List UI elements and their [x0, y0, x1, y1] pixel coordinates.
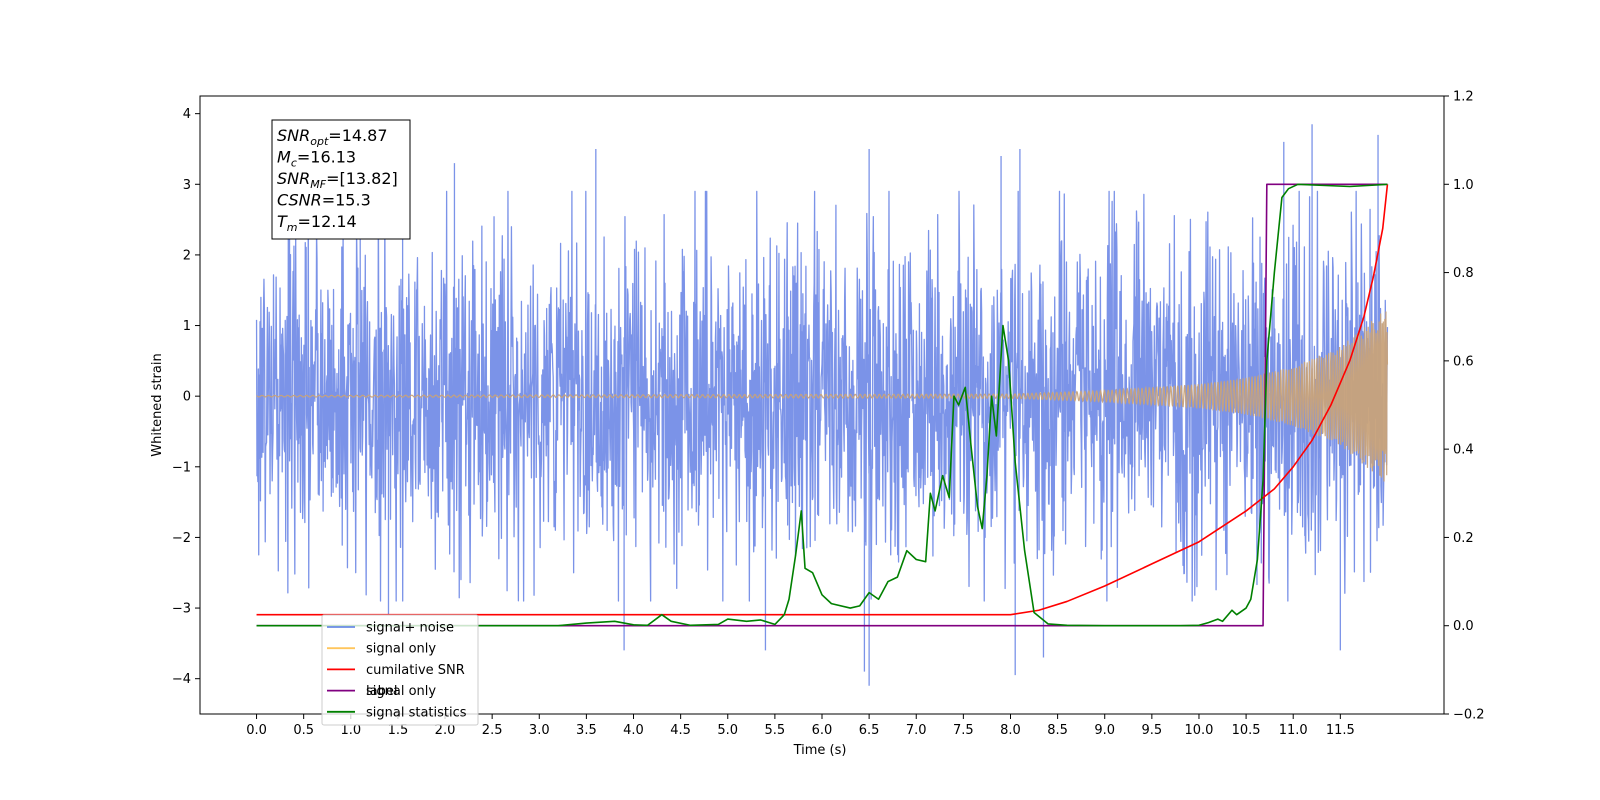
x-tick-label: 1.0 — [340, 723, 361, 738]
y-tick-label: 4 — [183, 107, 191, 122]
info-line: SNRMF=[13.82] — [277, 169, 398, 191]
x-tick-label: 6.0 — [812, 723, 833, 738]
right-axis-series — [256, 183, 1389, 627]
legend-label: cumilative SNR — [366, 663, 465, 678]
info-subscript: c — [291, 157, 297, 170]
info-symbol: T — [277, 212, 288, 231]
info-symbol: SNR — [277, 126, 310, 145]
y2-tick-label: 1.2 — [1453, 90, 1474, 105]
legend-label: label — [366, 684, 397, 699]
y-tick-label: 1 — [183, 319, 191, 334]
x-tick-label: 8.5 — [1047, 723, 1068, 738]
y2-tick-label: 0.0 — [1453, 619, 1474, 634]
x-axis-label: Time (s) — [793, 743, 847, 758]
x-tick-label: 5.5 — [765, 723, 786, 738]
info-line: CSNR=15.3 — [277, 191, 371, 210]
x-tick-label: 8.0 — [1000, 723, 1021, 738]
info-value: =15.3 — [322, 191, 371, 210]
signal-statistics-line — [256, 183, 1388, 627]
info-subscript: opt — [310, 135, 329, 148]
x-tick-label: 2.0 — [435, 723, 456, 738]
legend-label: signal+ noise — [366, 621, 454, 636]
x-tick-label: 3.5 — [576, 723, 597, 738]
x-tick-label: 11.5 — [1326, 723, 1355, 738]
y-axis-label: Whitened strain — [150, 353, 165, 456]
y2-tick-label: −0.2 — [1453, 708, 1485, 723]
legend-obscured-label: signal only — [366, 684, 436, 699]
x-tick-label: 4.0 — [623, 723, 644, 738]
x-tick-label: 11.0 — [1279, 723, 1308, 738]
info-symbol: SNR — [277, 169, 310, 188]
y-tick-label: −1 — [172, 460, 191, 475]
x-tick-label: 4.5 — [670, 723, 691, 738]
x-tick-label: 1.5 — [388, 723, 409, 738]
x-tick-label: 10.0 — [1184, 723, 1213, 738]
info-subscript: m — [287, 221, 298, 234]
x-axis-ticks: 0.0 0.5 1.0 1.5 2.0 2.5 3.0 3.5 4.0 4.5 5.0 5.5 6.0 6… — [246, 714, 1355, 738]
y2-tick-label: 0.2 — [1453, 531, 1474, 546]
info-box: SNRopt=14.87Mc=16.13SNRMF=[13.82]CSNR=15… — [271, 119, 411, 240]
info-line: Tm=12.14 — [277, 212, 357, 234]
x-tick-label: 9.5 — [1142, 723, 1163, 738]
info-value: =16.13 — [297, 148, 356, 167]
y-tick-label: −2 — [172, 531, 191, 546]
info-box-frame — [271, 119, 411, 240]
legend: signal only signal+ noise signal only cumil… — [321, 614, 479, 726]
x-tick-label: 3.0 — [529, 723, 550, 738]
plot-area — [255, 124, 1389, 686]
y-tick-label: −4 — [172, 672, 191, 687]
info-symbol: M — [277, 148, 291, 167]
x-tick-label: 5.0 — [717, 723, 738, 738]
x-tick-label: 10.5 — [1232, 723, 1261, 738]
x-tick-label: 0.0 — [246, 723, 267, 738]
y-tick-label: 0 — [183, 390, 191, 405]
x-tick-label: 6.5 — [859, 723, 880, 738]
info-symbol: CSNR — [277, 191, 322, 210]
x-tick-label: 0.5 — [293, 723, 314, 738]
info-line: Mc=16.13 — [277, 148, 356, 170]
info-value: =[13.82] — [326, 169, 398, 188]
y2-tick-label: 1.0 — [1453, 178, 1474, 193]
y-tick-label: −3 — [172, 602, 191, 617]
signal-noise-line — [255, 124, 1389, 686]
legend-label: signal only — [366, 642, 436, 657]
y2-tick-label: 0.4 — [1453, 443, 1474, 458]
x-tick-label: 7.0 — [906, 723, 927, 738]
info-value: =12.14 — [298, 212, 357, 231]
info-line: SNRopt=14.87 — [277, 126, 388, 148]
series-signal-noise — [255, 124, 1389, 686]
signal-only-line — [256, 311, 1389, 482]
info-subscript: MF — [310, 178, 326, 191]
legend-frame — [321, 614, 479, 726]
x-tick-label: 7.5 — [953, 723, 974, 738]
series-signal-only — [256, 311, 1389, 482]
y2-tick-label: 0.8 — [1453, 266, 1474, 281]
x-tick-label: 2.5 — [482, 723, 503, 738]
info-value: =14.87 — [328, 126, 387, 145]
cumulative-snr-line — [256, 184, 1389, 616]
y-tick-label: 3 — [183, 178, 191, 193]
y-axis-ticks: 4 3 2 1 0 −1 −2 −3 −4 — [172, 107, 200, 687]
y2-tick-label: 0.6 — [1453, 354, 1474, 369]
y-tick-label: 2 — [183, 248, 191, 263]
y2-axis-ticks: 1.2 1.0 0.8 0.6 0.4 0.2 0.0 −0.2 — [1444, 90, 1485, 723]
legend-label: signal statistics — [366, 705, 467, 720]
x-tick-label: 9.0 — [1094, 723, 1115, 738]
